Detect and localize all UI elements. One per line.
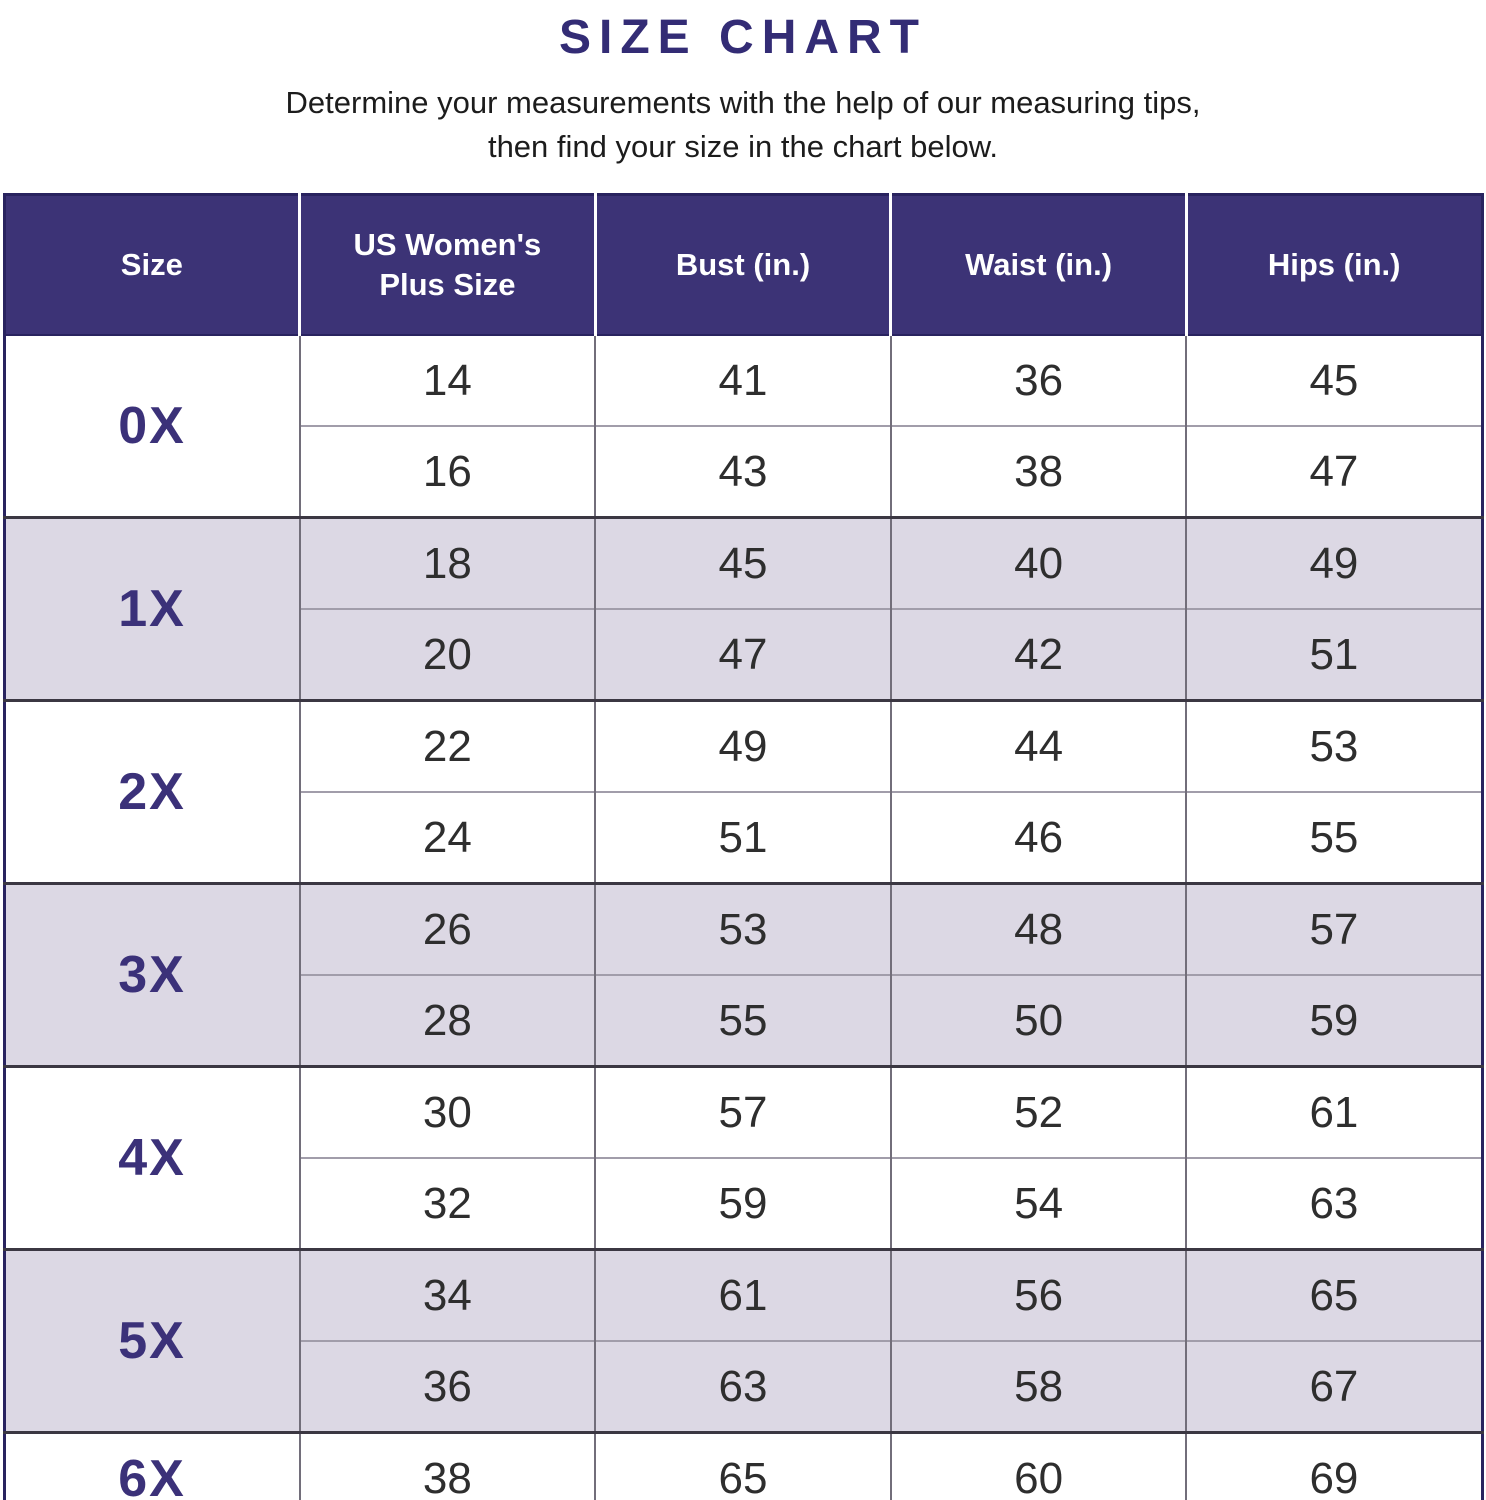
size-label-1x: 1X [4,517,301,701]
cell-waist: 56 [890,1249,1188,1342]
cell-waist: 58 [890,1340,1188,1433]
size-label-5x: 5X [4,1249,301,1433]
subtitle-line-1: Determine your measurements with the hel… [285,85,1201,120]
size-group-6x: 6X 38 65 60 69 [4,1432,1482,1500]
page-title: SIZE CHART [559,11,927,64]
cell-plus-size: 32 [299,1157,597,1250]
cell-waist: 44 [890,700,1188,793]
cell-bust: 43 [595,425,892,518]
cell-waist: 50 [890,974,1188,1067]
header-row: Size US Women's Plus Size Bust (in.) Wai… [4,194,1482,336]
size-label-2x: 2X [4,700,301,884]
table-header: Size US Women's Plus Size Bust (in.) Wai… [4,194,1482,336]
table-row: 28 55 50 59 [4,974,1482,1067]
table-row: 3X 26 53 48 57 [4,883,1482,1067]
size-label-3x: 3X [4,883,301,1067]
cell-waist: 46 [890,791,1188,884]
cell-hips: 61 [1309,1087,1359,1137]
cell-waist: 54 [890,1157,1188,1250]
header-plus-size: US Women's Plus Size [299,194,597,336]
cell-plus-size: 16 [299,425,597,518]
size-group-0x: 0X 14 41 36 45 16 43 38 47 [4,335,1482,518]
cell-plus-size: 18 [299,517,597,610]
table-row: 20 47 42 51 [4,608,1482,701]
cell-plus-size: 30 [299,1066,597,1159]
table-row: 4X 30 57 52 61 [4,1066,1482,1250]
cell-hips: 57 [1186,883,1482,976]
cell-hips: 69 [1309,1453,1359,1500]
cell-bust: 47 [595,608,892,701]
table-row: 24 51 46 55 [4,791,1482,884]
cell-plus-size: 38 [299,1432,597,1500]
cell-hips: 53 [1309,721,1359,771]
cell-waist: 60 [890,1432,1188,1500]
cell-waist: 38 [890,425,1188,518]
cell-bust: 59 [595,1157,892,1250]
subtitle: Determine your measurements with the hel… [0,81,1486,169]
cell-plus-size: 36 [299,1340,597,1433]
cell-plus-size: 20 [299,608,597,701]
table-row: 6X 38 65 60 69 [4,1432,1482,1500]
cell-bust: 49 [595,700,892,793]
cell-hips: 59 [1186,974,1482,1067]
cell-waist: 48 [890,883,1188,976]
cell-bust: 57 [595,1066,892,1159]
cell-bust: 61 [595,1249,892,1342]
table-row: 0X 14 41 36 45 [4,335,1482,518]
cell-bust: 41 [595,335,892,427]
cell-hips: 49 [1186,517,1482,610]
header-bust: Bust (in.) [595,194,893,336]
table-row: 1X 18 45 40 49 [4,517,1482,701]
subtitle-line-2: then find your size in the chart below. [487,129,999,165]
cell-plus-size: 24 [299,791,597,884]
cell-bust: 55 [595,974,892,1067]
table-row: 36 63 58 67 [4,1340,1482,1433]
header-waist: Waist (in.) [890,194,1188,336]
size-chart-table: Size US Women's Plus Size Bust (in.) Wai… [2,193,1484,1500]
cell-bust: 51 [595,791,892,884]
cell-waist: 52 [890,1066,1188,1159]
size-group-1x: 1X 18 45 40 49 20 47 42 51 [4,517,1482,701]
size-label-4x: 4X [4,1066,301,1250]
cell-bust: 63 [595,1340,892,1433]
size-group-5x: 5X 34 61 56 65 36 63 58 67 [4,1249,1482,1433]
cell-hips: 51 [1186,608,1482,701]
table-row: 32 59 54 63 [4,1157,1482,1250]
size-group-3x: 3X 26 53 48 57 28 55 50 59 [4,883,1482,1067]
cell-plus-size: 14 [299,335,597,427]
header-size: Size [4,194,302,336]
cell-waist: 40 [890,517,1188,610]
cell-hips: 55 [1186,791,1482,884]
cell-hips: 63 [1186,1157,1482,1250]
cell-bust: 65 [595,1432,892,1500]
cell-plus-size: 22 [299,700,597,793]
size-label-0x: 0X [4,335,301,518]
size-group-2x: 2X 22 49 44 53 24 51 46 55 [4,700,1482,884]
table-row: 2X 22 49 44 53 [4,700,1482,884]
cell-hips: 65 [1186,1249,1482,1342]
table-row: 5X 34 61 56 65 [4,1249,1482,1433]
cell-waist: 36 [890,335,1188,427]
cell-hips: 67 [1186,1340,1482,1433]
cell-bust: 53 [595,883,892,976]
cell-bust: 45 [595,517,892,610]
size-group-4x: 4X 30 57 52 61 32 59 54 63 [4,1066,1482,1250]
size-label-6x: 6X [4,1432,301,1500]
cell-plus-size: 26 [299,883,597,976]
cell-plus-size: 34 [299,1249,597,1342]
cell-hips: 47 [1186,425,1482,518]
cell-hips: 45 [1309,355,1359,405]
cell-waist: 42 [890,608,1188,701]
header-hips: Hips (in.) [1186,194,1482,336]
table-row: 16 43 38 47 [4,425,1482,518]
cell-plus-size: 28 [299,974,597,1067]
